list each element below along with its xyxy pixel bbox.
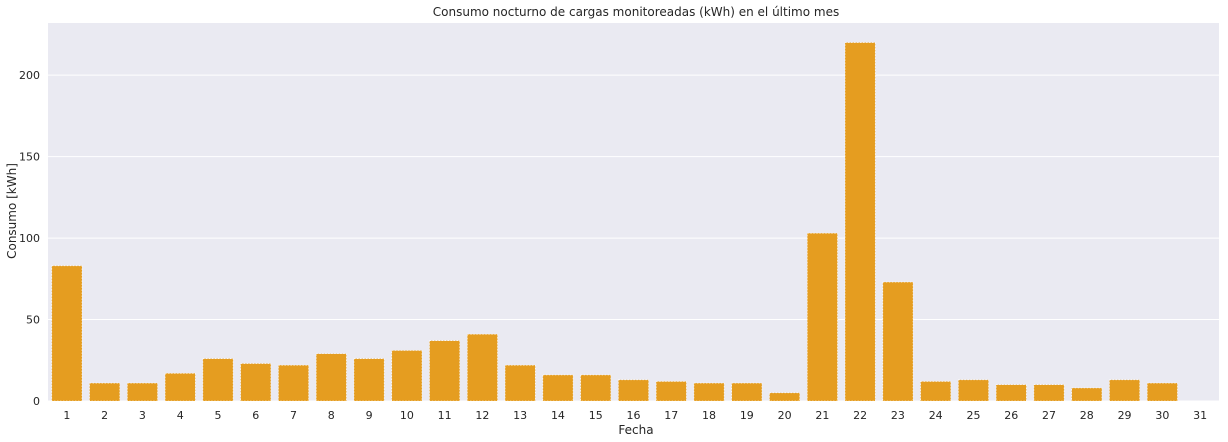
x-tick-label: 8 <box>328 409 335 422</box>
bar-day-11 <box>429 340 461 402</box>
y-tick-label: 150 <box>19 151 40 164</box>
x-tick-label: 2 <box>101 409 108 422</box>
x-tick-label: 11 <box>438 409 452 422</box>
x-tick-label: 4 <box>177 409 184 422</box>
x-tick-label: 19 <box>740 409 754 422</box>
x-tick-label: 9 <box>366 409 373 422</box>
x-tick-label: 12 <box>475 409 489 422</box>
x-tick-label: 18 <box>702 409 716 422</box>
y-tick-label: 0 <box>33 395 40 408</box>
x-tick-label: 7 <box>290 409 297 422</box>
x-tick-label: 20 <box>778 409 792 422</box>
x-tick-label: 17 <box>664 409 678 422</box>
bar-day-13 <box>504 364 536 402</box>
bar-day-9 <box>353 358 385 402</box>
bar-day-3 <box>127 382 158 402</box>
plot-area <box>48 23 1219 401</box>
bar-day-22 <box>844 42 876 402</box>
y-tick-label: 200 <box>19 69 40 82</box>
x-tick-label: 15 <box>589 409 603 422</box>
bar-day-6 <box>240 363 272 402</box>
bar-day-12 <box>466 333 498 402</box>
x-tick-labels: 1 2 3 4 5 6 7 8 9 10 11 12 13 14 15 16 17 18 19 20 21 22 23 24 2… <box>63 409 1207 422</box>
bar-day-28 <box>1071 387 1103 402</box>
x-tick-label: 27 <box>1042 409 1056 422</box>
x-tick-label: 5 <box>214 409 221 422</box>
bar-day-18 <box>693 382 725 402</box>
bars <box>51 42 1178 402</box>
bar-day-30 <box>1146 382 1178 402</box>
bar-day-10 <box>391 350 423 402</box>
bar-day-16 <box>618 379 649 402</box>
bar-day-20 <box>769 392 801 402</box>
chart-title: Consumo nocturno de cargas monitoreadas … <box>433 5 839 19</box>
x-axis-label: Fecha <box>618 423 653 437</box>
x-tick-label: 14 <box>551 409 565 422</box>
y-axis-label: Consumo [kWh] <box>5 163 19 259</box>
bar-day-17 <box>655 381 687 402</box>
bar-day-5 <box>202 358 234 402</box>
bar-day-14 <box>542 374 574 402</box>
x-tick-label: 30 <box>1155 409 1169 422</box>
bar-day-21 <box>806 232 838 402</box>
x-tick-label: 1 <box>63 409 70 422</box>
bar-day-24 <box>920 381 952 402</box>
bar-day-7 <box>278 364 309 402</box>
bar-day-26 <box>995 384 1027 402</box>
x-tick-label: 25 <box>966 409 980 422</box>
x-tick-label: 26 <box>1004 409 1018 422</box>
x-tick-label: 29 <box>1118 409 1132 422</box>
bar-day-29 <box>1109 379 1140 402</box>
x-tick-label: 31 <box>1193 409 1207 422</box>
bar-day-25 <box>958 379 989 402</box>
x-tick-label: 6 <box>252 409 259 422</box>
x-tick-label: 16 <box>627 409 641 422</box>
bar-day-15 <box>580 374 612 402</box>
y-tick-label: 100 <box>19 232 40 245</box>
bar-day-19 <box>731 382 763 402</box>
x-tick-label: 24 <box>929 409 943 422</box>
x-tick-label: 13 <box>513 409 527 422</box>
bar-day-1 <box>51 265 83 402</box>
x-tick-label: 3 <box>139 409 146 422</box>
x-tick-label: 23 <box>891 409 905 422</box>
y-tick-labels: 0 50 100 150 200 <box>19 69 40 408</box>
bar-day-4 <box>164 373 196 402</box>
bar-day-23 <box>882 281 914 402</box>
bar-day-2 <box>89 382 121 402</box>
bar-day-27 <box>1033 384 1065 402</box>
y-tick-label: 50 <box>26 314 40 327</box>
x-tick-label: 28 <box>1080 409 1094 422</box>
x-tick-label: 10 <box>400 409 414 422</box>
bar-day-8 <box>315 353 347 402</box>
x-tick-label: 22 <box>853 409 867 422</box>
x-tick-label: 21 <box>815 409 829 422</box>
